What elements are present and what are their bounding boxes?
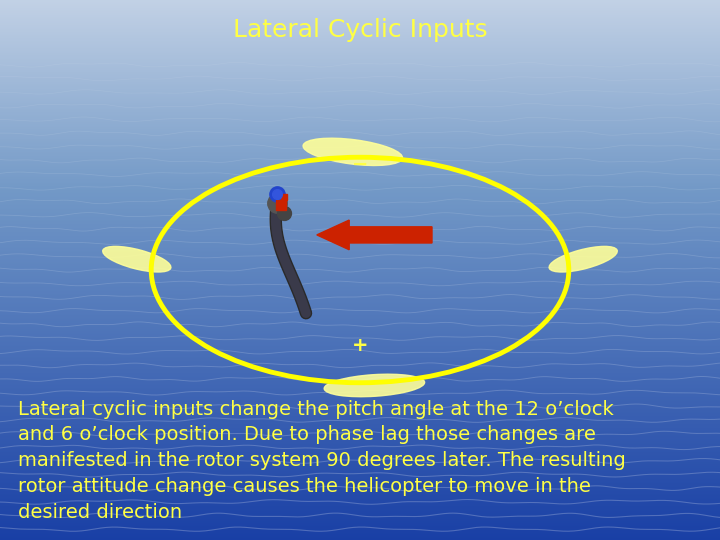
Ellipse shape [324, 374, 425, 397]
Ellipse shape [103, 246, 171, 272]
Text: −: − [352, 155, 368, 174]
Text: +: + [352, 336, 368, 355]
Text: Lateral Cyclic Inputs: Lateral Cyclic Inputs [233, 18, 487, 42]
Ellipse shape [303, 138, 402, 165]
Ellipse shape [549, 246, 617, 272]
FancyArrow shape [317, 220, 432, 249]
Text: Lateral cyclic inputs change the pitch angle at the 12 o’clock
and 6 o’clock pos: Lateral cyclic inputs change the pitch a… [18, 400, 626, 522]
